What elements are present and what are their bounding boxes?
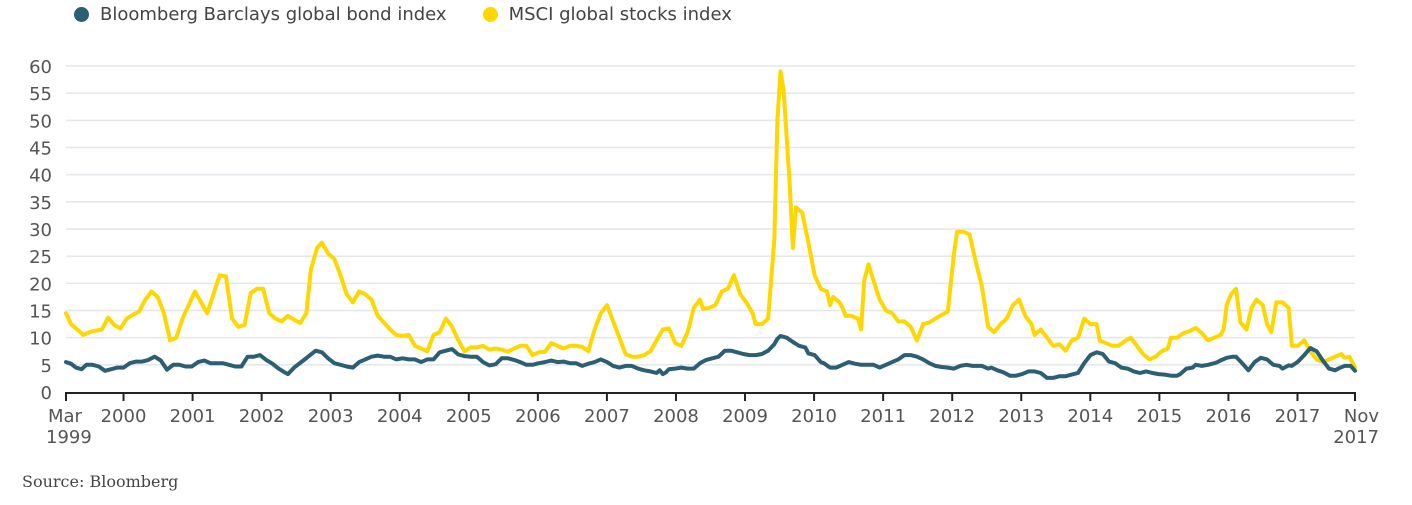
x-tick-label: 2017	[1333, 427, 1379, 448]
x-tick-label: 2012	[929, 406, 975, 427]
x-tick-label: 2015	[1136, 406, 1182, 427]
y-tick-label: 15	[29, 302, 52, 323]
y-tick-label: 55	[29, 84, 52, 105]
y-tick-label: 25	[29, 247, 52, 268]
series-line-stocks	[64, 69, 1357, 370]
gridlines	[66, 65, 1355, 366]
y-tick-label: 60	[29, 57, 52, 78]
y-tick-label: 35	[29, 193, 52, 214]
x-tick-label: 2009	[722, 406, 768, 427]
y-tick-label: 5	[41, 356, 52, 377]
x-tick-label: 2006	[515, 406, 561, 427]
y-axis: 0 5 10 15 20 25 30 35 40 45 50 55 60	[29, 57, 52, 404]
x-tick-label: 2014	[1067, 406, 1113, 427]
legend-dot-bond-icon	[74, 7, 89, 22]
series-line-bond	[64, 334, 1357, 380]
x-tick-label: 1999	[46, 427, 92, 448]
x-tick-label: 2003	[308, 406, 354, 427]
x-tick-label: 2000	[101, 406, 147, 427]
x-tick-label: 2010	[791, 406, 837, 427]
x-tick-label: 2016	[1206, 406, 1252, 427]
y-tick-label: 50	[29, 111, 52, 132]
legend-item-stocks[interactable]: MSCI global stocks index	[482, 4, 732, 25]
legend-item-bond[interactable]: Bloomberg Barclays global bond index	[74, 4, 447, 25]
x-tick-label: 2013	[998, 406, 1044, 427]
x-tick-label: 2007	[584, 406, 630, 427]
y-tick-label: 45	[29, 139, 52, 160]
x-tick-label: 2011	[860, 406, 906, 427]
y-tick-label: 40	[29, 166, 52, 187]
y-tick-label: 20	[29, 274, 52, 295]
x-tick-label: 2017	[1275, 406, 1321, 427]
chart-legend: Bloomberg Barclays global bond index MSC…	[74, 4, 768, 25]
x-tick-label: 2008	[653, 406, 699, 427]
y-tick-label: 10	[29, 329, 52, 350]
source-note: Source: Bloomberg	[22, 472, 179, 491]
x-tick-label: 2005	[446, 406, 492, 427]
y-tick-label: 0	[41, 383, 52, 404]
series-group	[64, 69, 1357, 380]
x-tick-label: 2004	[377, 406, 423, 427]
y-tick-label: 30	[29, 220, 52, 241]
legend-dot-stocks-icon	[482, 7, 498, 22]
x-tick-label: 2002	[239, 406, 285, 427]
x-tick-label: 2001	[170, 406, 216, 427]
legend-label-bond: Bloomberg Barclays global bond index	[100, 4, 447, 25]
x-tick-label: Nov	[1344, 406, 1379, 427]
x-tick-label: Mar	[48, 406, 83, 427]
legend-label-stocks: MSCI global stocks index	[508, 4, 732, 25]
